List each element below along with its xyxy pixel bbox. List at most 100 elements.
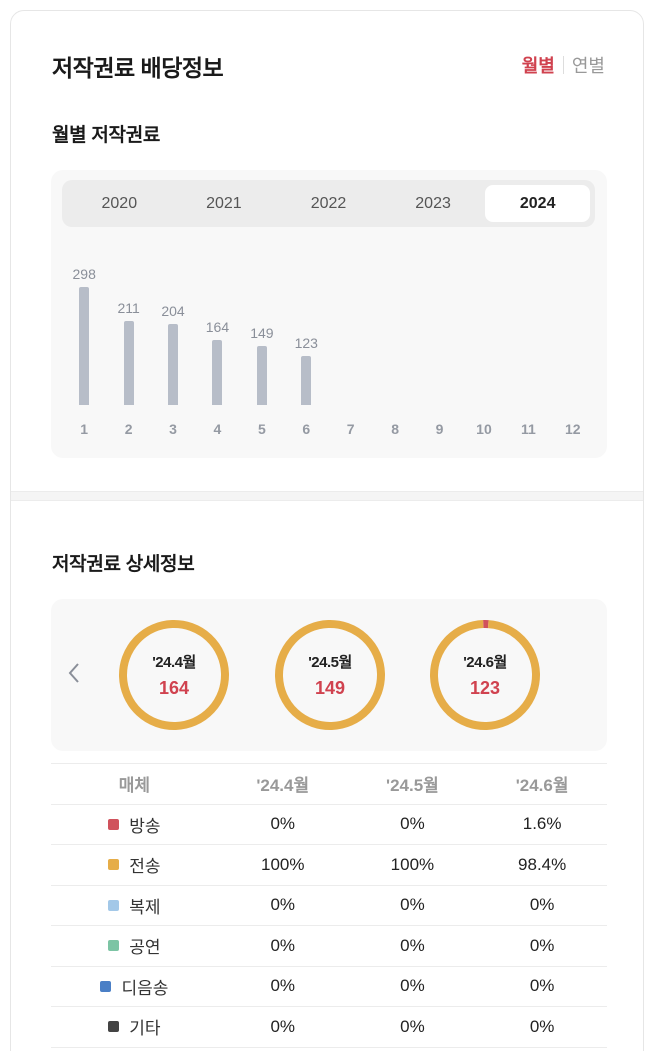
share-value: 1.6% [477, 803, 607, 845]
donut-ring-icon [275, 620, 385, 730]
media-cell: 공연 [51, 925, 218, 966]
donut-chart[interactable]: '24.5월 149 [274, 619, 386, 731]
donut-center: '24.6월 123 [429, 619, 541, 731]
month-label: 3 [169, 421, 177, 437]
share-value: 0% [347, 803, 478, 845]
media-name: 방송 [129, 816, 161, 836]
media-cell: 전송 [51, 844, 218, 885]
media-name: 전송 [129, 857, 161, 877]
bar-value-label: 204 [161, 303, 185, 319]
donut-chart[interactable]: '24.6월 123 [429, 619, 541, 731]
month-label: 11 [520, 421, 536, 437]
tab-2021[interactable]: 2021 [206, 194, 242, 212]
header-month: '24.4월 [217, 763, 348, 804]
legend-swatch-icon [100, 980, 112, 992]
tab-2020[interactable]: 2020 [101, 194, 138, 212]
share-value: 0% [217, 965, 348, 1007]
legend-swatch-icon [108, 1021, 120, 1033]
header-month: '24.5월 [347, 763, 478, 804]
media-cell: 복제 [51, 884, 218, 926]
table-row: 복제 0% 0% 0% [51, 884, 607, 926]
share-value: 0% [217, 925, 348, 966]
media-cell: 기타 [51, 1006, 218, 1048]
bar-month-6[interactable]: 123 [284, 335, 328, 405]
share-value: 100% [347, 844, 478, 885]
share-value: 0% [217, 884, 348, 926]
donut-month-label: '24.4월 [152, 654, 196, 671]
monthly-royalty-section: 저작권료 배당정보 월별 연별 월별 저작권료 2020 2021 2022 2… [11, 11, 643, 491]
bar-month-5[interactable]: 149 [240, 325, 284, 405]
month-label: 4 [213, 421, 222, 437]
share-value: 0% [217, 803, 348, 845]
month-axis: 1 2 3 4 5 6 7 8 9 10 11 12 [62, 421, 595, 441]
bar [79, 287, 90, 405]
month-label: 10 [476, 421, 492, 437]
share-value: 0% [477, 965, 607, 1007]
bar [123, 321, 134, 405]
table-row: 전송 100% 100% 98.4% [51, 844, 607, 885]
legend-swatch-icon [108, 899, 120, 911]
donut-month-label: '24.5월 [308, 654, 352, 671]
month-label: 6 [302, 421, 311, 437]
toggle-monthly[interactable]: 월별 [521, 56, 555, 76]
month-label: 9 [435, 421, 444, 437]
share-value: 0% [477, 884, 607, 926]
bar-month-1[interactable]: 298 [62, 266, 106, 405]
year-tabs: 2020 2021 2022 2023 2024 [62, 180, 595, 227]
table-row: 공연 0% 0% 0% [51, 925, 607, 966]
page-title: 저작권료 배당정보 [52, 55, 224, 81]
bar-month-2[interactable]: 211 [107, 300, 151, 405]
bar [168, 324, 179, 405]
bar [301, 356, 312, 405]
media-name: 기타 [129, 1019, 161, 1039]
donut-amount: 123 [469, 678, 501, 698]
header-media: 매체 [51, 763, 218, 804]
share-value: 98.4% [477, 844, 607, 885]
share-value: 0% [347, 1006, 478, 1048]
view-toggle: 월별 연별 [522, 52, 605, 78]
royalty-card: 저작권료 배당정보 월별 연별 월별 저작권료 2020 2021 2022 2… [10, 10, 644, 1051]
table-row: 디음송 0% 0% 0% [51, 965, 607, 1007]
table-row: 기타 0% 0% 0% [51, 1006, 607, 1048]
donut-chart[interactable]: '24.4월 164 [118, 619, 230, 731]
media-cell: 방송 [51, 803, 218, 845]
bar-chart-area: 298 211 204 164 149 123 [62, 245, 595, 405]
section-divider [11, 491, 643, 501]
donut-month-label: '24.6월 [463, 654, 507, 671]
tab-2022[interactable]: 2022 [310, 194, 347, 212]
month-label: 8 [391, 421, 400, 437]
legend-swatch-icon [108, 940, 120, 952]
bar [256, 346, 267, 405]
share-value: 100% [217, 844, 348, 885]
media-share-table: 매체 '24.4월 '24.5월 '24.6월 방송 0% 0% 1.6% 전송 100%… [51, 763, 607, 1048]
bar-month-4[interactable]: 164 [195, 319, 239, 405]
toggle-yearly[interactable]: 연별 [571, 56, 605, 76]
bar-value-label: 164 [205, 319, 230, 335]
donut-ring-icon [430, 620, 540, 730]
media-cell: 디음송 [51, 965, 218, 1007]
monthly-chart: 2020 2021 2022 2023 2024 298 211 204 164 149… [51, 170, 607, 458]
share-value: 0% [347, 925, 478, 966]
month-label: 12 [564, 421, 581, 437]
donut-amount: 149 [314, 678, 346, 698]
month-label: 5 [257, 421, 266, 437]
monthly-section-title: 월별 저작권료 [52, 125, 161, 146]
donut-center: '24.4월 164 [118, 619, 230, 731]
chevron-left-icon[interactable] [65, 659, 85, 687]
media-name: 디음송 [121, 978, 169, 998]
bar [212, 340, 223, 405]
media-name: 공연 [129, 938, 161, 958]
media-name: 복제 [129, 897, 161, 917]
header-month: '24.6월 [477, 763, 607, 804]
bar-month-3[interactable]: 204 [151, 303, 195, 405]
bar-value-label: 123 [294, 335, 318, 351]
tab-2024[interactable]: 2024 [485, 185, 590, 222]
legend-swatch-icon [108, 859, 120, 871]
bar-value-label: 298 [72, 266, 96, 282]
share-value: 0% [347, 884, 478, 926]
donut-carousel: '24.4월 164 '24.5월 149 '24.6월 123 [51, 599, 607, 751]
tab-2023[interactable]: 2023 [415, 194, 451, 212]
donut-center: '24.5월 149 [274, 619, 386, 731]
month-label: 7 [346, 421, 355, 437]
detail-section-title: 저작권료 상세정보 [52, 554, 195, 575]
